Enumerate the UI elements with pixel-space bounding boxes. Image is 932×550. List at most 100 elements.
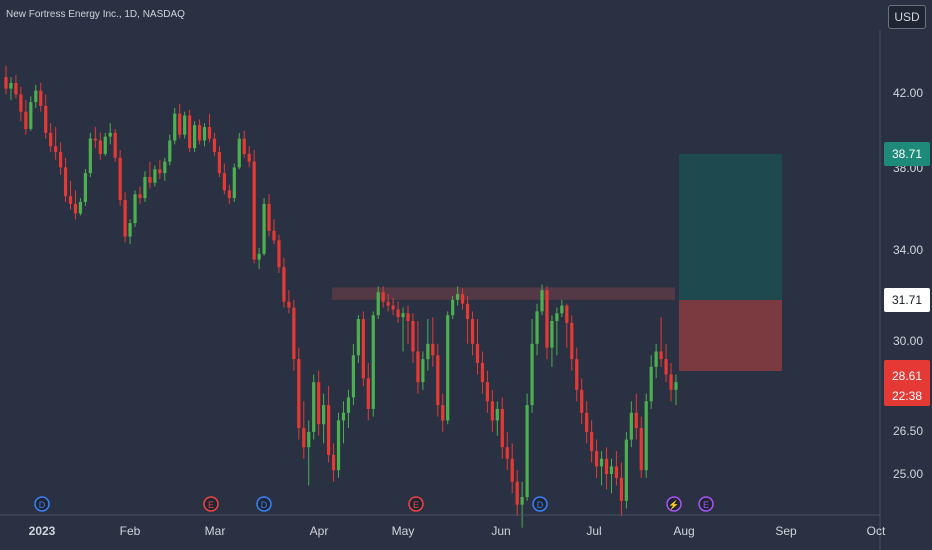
candle[interactable] [331, 443, 336, 482]
candle[interactable] [173, 107, 177, 145]
candle[interactable] [416, 320, 420, 394]
event-marker-earnings[interactable]: E [408, 496, 424, 512]
candle[interactable] [599, 451, 604, 486]
candle[interactable] [560, 299, 564, 318]
event-marker-split[interactable]: ⚡ [666, 496, 682, 512]
candle[interactable] [103, 132, 107, 156]
candle[interactable] [93, 127, 97, 149]
candle[interactable] [510, 443, 514, 494]
candle[interactable] [540, 284, 544, 316]
candle[interactable] [29, 96, 33, 131]
candle[interactable] [525, 393, 529, 501]
candle[interactable] [614, 451, 619, 486]
candle[interactable] [555, 307, 559, 356]
candle[interactable] [49, 123, 53, 153]
candle[interactable] [202, 123, 207, 147]
candle[interactable] [664, 343, 668, 383]
event-marker-dividend[interactable]: D [34, 496, 50, 512]
candle[interactable] [178, 104, 182, 139]
candle[interactable] [19, 86, 23, 122]
candle[interactable] [158, 159, 162, 179]
candle[interactable] [649, 355, 653, 409]
candle[interactable] [24, 100, 28, 135]
candle[interactable] [292, 299, 296, 371]
candle[interactable] [133, 190, 137, 227]
event-marker-dividend[interactable]: D [256, 496, 272, 512]
candle[interactable] [9, 77, 13, 101]
candle[interactable] [128, 219, 132, 245]
candle[interactable] [590, 420, 594, 463]
candle[interactable] [153, 165, 157, 187]
candle[interactable] [272, 219, 276, 245]
candle[interactable] [39, 82, 43, 112]
candle[interactable] [381, 286, 385, 308]
candle[interactable] [659, 317, 663, 367]
candle[interactable] [143, 171, 147, 202]
candle[interactable] [604, 447, 609, 490]
candle[interactable] [58, 142, 63, 176]
candle[interactable] [475, 319, 480, 375]
candle[interactable] [391, 297, 395, 316]
candle[interactable] [98, 132, 102, 160]
candle[interactable] [411, 313, 415, 363]
candle[interactable] [262, 198, 266, 256]
candle[interactable] [456, 286, 460, 306]
candle[interactable] [470, 311, 475, 356]
candle[interactable] [118, 150, 122, 206]
candle[interactable] [480, 351, 485, 394]
candle[interactable] [639, 416, 643, 478]
candle[interactable] [212, 132, 217, 156]
candle[interactable] [148, 161, 152, 189]
candle[interactable] [307, 420, 311, 486]
candle[interactable] [68, 180, 73, 210]
candle[interactable] [282, 257, 286, 308]
candle[interactable] [460, 288, 465, 310]
candle[interactable] [322, 393, 326, 444]
candle[interactable] [351, 343, 356, 406]
candle[interactable] [520, 481, 524, 528]
candle[interactable] [401, 307, 405, 352]
candle[interactable] [83, 169, 88, 206]
candle[interactable] [4, 65, 8, 95]
candle[interactable] [545, 286, 549, 360]
candle[interactable] [426, 319, 430, 371]
candle[interactable] [570, 315, 574, 371]
candle[interactable] [654, 343, 658, 379]
candle[interactable] [63, 157, 68, 202]
candle[interactable] [490, 389, 494, 432]
candle[interactable] [465, 296, 470, 344]
candle[interactable] [277, 234, 281, 273]
candle[interactable] [317, 370, 321, 436]
candle[interactable] [386, 294, 390, 312]
candle[interactable] [242, 130, 246, 158]
candle[interactable] [138, 186, 142, 204]
candle[interactable] [669, 362, 673, 402]
candle[interactable] [624, 431, 628, 509]
candle[interactable] [247, 146, 251, 168]
candle[interactable] [634, 393, 638, 440]
candle[interactable] [644, 393, 648, 478]
candle[interactable] [356, 315, 360, 363]
candle[interactable] [346, 389, 351, 429]
candle[interactable] [336, 412, 341, 478]
candle[interactable] [192, 121, 197, 153]
candle[interactable] [222, 163, 226, 195]
candle[interactable] [505, 431, 509, 471]
candle[interactable] [183, 111, 187, 139]
event-marker-earnings[interactable]: E [698, 496, 714, 512]
candle[interactable] [257, 248, 261, 270]
candle[interactable] [515, 470, 519, 517]
candle[interactable] [88, 132, 92, 177]
candle[interactable] [312, 374, 316, 440]
candle[interactable] [34, 84, 38, 108]
candle[interactable] [73, 190, 78, 220]
candle[interactable] [441, 393, 445, 432]
candle[interactable] [485, 370, 490, 413]
candle[interactable] [108, 123, 112, 145]
price-axis-background[interactable] [880, 0, 932, 550]
candle[interactable] [421, 351, 425, 390]
candle[interactable] [252, 150, 256, 264]
profit-zone[interactable] [679, 154, 782, 300]
candle[interactable] [396, 301, 400, 323]
